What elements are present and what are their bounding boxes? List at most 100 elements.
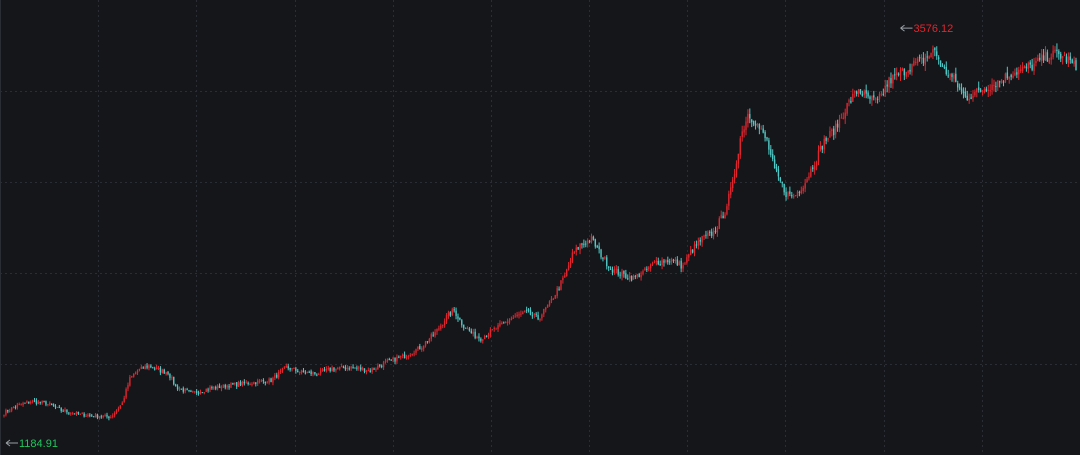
candle-body [882,93,885,95]
candle-body [377,365,379,370]
candle-body [1075,60,1077,71]
candle-body [760,128,762,130]
candle-body [1073,61,1075,64]
candle-body [493,328,495,330]
candle-body [878,93,881,99]
candle-body [33,400,36,402]
candle-body [478,336,480,339]
candle-body [510,318,513,321]
candle-body [58,406,61,408]
candle-body [669,261,671,263]
candle-body [264,381,267,384]
candle-body [699,239,701,242]
candle-body [756,123,759,125]
candle-body [594,239,597,247]
candle-body [739,138,741,155]
candle-body [75,411,78,414]
candle-body [47,403,49,405]
candle-body [413,353,415,355]
candle-body [752,120,755,125]
candle-body [989,89,991,91]
candle-body [743,129,745,133]
candle-body [1065,56,1068,63]
candle-body [867,92,869,97]
candle-body [888,77,890,88]
candle-body [646,268,648,270]
candle-body [9,410,11,412]
candle-body [451,309,453,316]
candle-body [356,367,358,369]
candle-body [468,328,471,331]
candle-body [1019,69,1022,71]
candle-body [310,371,312,375]
candle-body [1033,63,1035,71]
candle-body [367,370,370,372]
candle-body [518,314,520,316]
candle-body [670,259,673,262]
candle-body [1039,57,1041,60]
candle-body [277,372,280,378]
candle-body [1037,57,1039,62]
candle-body [85,415,87,417]
candle-body [205,388,207,392]
candle-body [382,362,385,368]
candle-body [148,365,150,369]
candle-body [1048,60,1050,63]
candle-body [428,338,431,343]
candle-body [934,47,936,51]
candle-body [709,231,711,233]
candle-body [800,190,803,194]
candle-body [300,370,303,373]
candle-body [764,132,766,138]
candle-body [999,81,1001,83]
candle-body [302,370,305,373]
candle-body [852,93,854,102]
candle-body [838,119,841,128]
candle-body [70,413,72,415]
candle-body [195,391,198,393]
candle-body [1016,72,1018,75]
candle-body [430,334,432,339]
candle-body [758,124,761,129]
candle-body [985,88,988,92]
candle-body [737,153,740,164]
candle-body [314,372,316,374]
candle-body [861,93,864,96]
candle-body [871,96,873,101]
candle-body [995,86,997,88]
candle-body [272,377,274,383]
candle-body [943,66,946,68]
candle-body [623,270,625,274]
candle-body [216,385,219,389]
candle-body [981,90,984,92]
candle-body [726,206,728,215]
candle-body [375,368,377,370]
candle-body [619,274,621,276]
candle-body [245,382,247,384]
candle-body [94,414,97,418]
candle-body [131,376,133,378]
candle-body [16,404,19,408]
candle-body [1040,54,1043,62]
candle-body [321,369,324,371]
candle-body [234,382,236,384]
candle-body [520,313,522,315]
candle-body [552,298,555,300]
candle-body [390,359,392,361]
candle-body [819,146,822,150]
candle-body [68,412,70,414]
candle-body [804,183,806,189]
candle-body [676,259,679,266]
candle-body [1002,81,1005,83]
candle-body [720,214,722,219]
candle-body [163,369,165,374]
candle-body [566,269,568,276]
candle-body [825,137,827,141]
candle-body [150,365,152,368]
candle-body [276,374,278,378]
candle-body [134,372,137,375]
candle-body [913,60,915,66]
candle-body [695,244,698,246]
